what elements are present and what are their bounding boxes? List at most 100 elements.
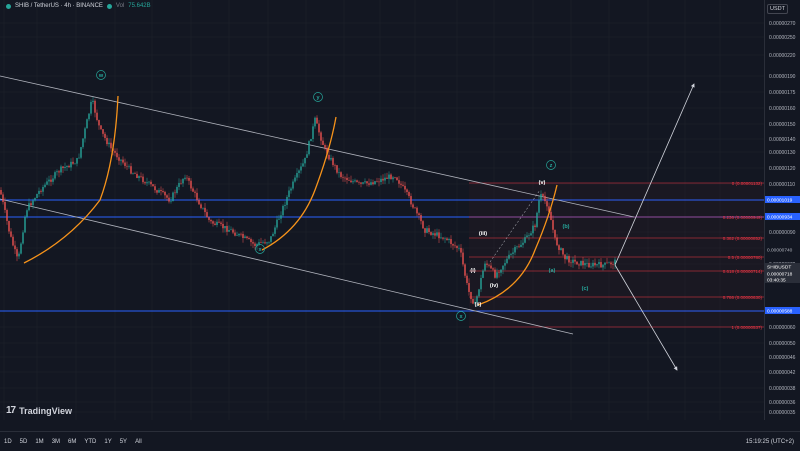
- candle-body: [470, 291, 472, 300]
- bottom-toolbar: 1D 5D 1M 3M 6M YTD 1Y 5Y All 15:19:25 (U…: [0, 431, 800, 451]
- price-tag: 0.00000718: [767, 272, 793, 278]
- candle-body: [34, 198, 36, 201]
- candle-body: [530, 233, 532, 236]
- price-axis[interactable]: 0.00000270 0.00000250 0.00000220 0.00000190…: [764, 0, 800, 420]
- candle-body: [200, 204, 202, 209]
- candle-body: [130, 166, 132, 174]
- timeframe-1y-button[interactable]: 1Y: [104, 438, 112, 445]
- timeframe-1d-button[interactable]: 1D: [4, 438, 12, 445]
- candle-body: [446, 238, 448, 241]
- candle-body: [272, 233, 274, 237]
- candle-body: [340, 172, 342, 178]
- candle-body: [528, 235, 530, 237]
- candle-body: [370, 182, 372, 185]
- fib-level-label: 0.5 (0.00000780): [728, 255, 763, 260]
- wave-label: (i): [470, 268, 475, 274]
- candle-body: [136, 173, 138, 179]
- candle-body: [368, 183, 370, 185]
- candle-body: [114, 150, 116, 153]
- orange-curve: [261, 116, 337, 251]
- candle-body: [102, 129, 104, 134]
- candle-body: [74, 163, 76, 165]
- candle-body: [60, 166, 62, 173]
- candle-body: [408, 192, 410, 197]
- candle-body: [260, 242, 262, 243]
- price-tick-label: 0.00000050: [769, 341, 796, 347]
- candle-body: [360, 182, 362, 184]
- candle-body: [4, 201, 6, 210]
- candle-body: [18, 253, 20, 257]
- timeframe-5d-button[interactable]: 5D: [19, 438, 28, 445]
- candle-body: [440, 237, 442, 239]
- price-tick-label: 0.00000130: [769, 150, 796, 156]
- candle-body: [476, 296, 478, 303]
- candle-body: [532, 225, 534, 234]
- candle-body: [554, 229, 556, 238]
- currency-button[interactable]: USDT: [767, 4, 788, 14]
- price-tag: 0.00000740: [767, 248, 793, 254]
- timeframe-1m-button[interactable]: 1M: [35, 438, 44, 445]
- clock-display[interactable]: 15:19:25 (UTC+2): [745, 438, 794, 445]
- candle-body: [116, 152, 118, 158]
- candle-body: [374, 181, 376, 185]
- candle-body: [192, 188, 194, 192]
- candle-body: [352, 181, 354, 183]
- price-tag-bg: [765, 196, 800, 203]
- candle-body: [26, 210, 28, 217]
- price-tag: 0.00001019: [767, 198, 793, 204]
- price-tag-bg: [765, 213, 800, 220]
- candle-body: [226, 226, 228, 232]
- candle-body: [216, 221, 218, 225]
- candle-body: [604, 262, 606, 265]
- candle-body: [204, 207, 206, 213]
- candle-body: [194, 191, 196, 193]
- price-tick-label: 0.00000250: [769, 35, 796, 41]
- candle-body: [176, 186, 178, 194]
- price-tag-bg: [765, 307, 800, 314]
- candle-body: [16, 249, 18, 257]
- candle-body: [592, 262, 594, 267]
- candle-body: [612, 264, 614, 265]
- candle-body: [182, 178, 184, 184]
- candle-body: [126, 165, 128, 167]
- candle-body: [206, 212, 208, 218]
- tradingview-logo[interactable]: 17 TradingView: [6, 405, 72, 416]
- candle-body: [378, 181, 380, 183]
- candle-body: [236, 235, 238, 236]
- candle-body: [280, 215, 282, 219]
- channel-lower-line: [0, 198, 574, 335]
- candle-body: [250, 239, 252, 243]
- timeframe-6m-button[interactable]: 6M: [68, 438, 77, 445]
- price-tick-label: 0.00000038: [769, 386, 796, 392]
- candle-body: [546, 201, 548, 207]
- price-chart[interactable]: 0 (0.00001132) 0.236 (0.00000949) 0.382 (0…: [0, 0, 764, 429]
- candle-body: [562, 248, 564, 255]
- symbol-title[interactable]: SHIB / TetherUS · 4h · BINANCE: [15, 3, 103, 9]
- candle-body: [50, 179, 52, 182]
- chart-area[interactable]: 0 (0.00001132) 0.236 (0.00000949) 0.382 (0…: [0, 0, 764, 429]
- candle-body: [242, 233, 244, 238]
- timeframe-ytd-button[interactable]: YTD: [84, 438, 97, 445]
- candle-body: [568, 256, 570, 263]
- price-tick-label: 0.00000042: [769, 370, 796, 376]
- channel-upper-line: [0, 75, 635, 218]
- candle-body: [288, 190, 290, 197]
- wave-label: x: [459, 314, 463, 320]
- candle-body: [262, 242, 264, 243]
- logo-text: TradingView: [19, 405, 72, 416]
- candle-body: [156, 190, 158, 193]
- candle-body: [2, 194, 4, 202]
- timeframe-3m-button[interactable]: 3M: [51, 438, 61, 445]
- candle-body: [40, 190, 42, 192]
- candle-body: [246, 236, 248, 239]
- candle-body: [610, 262, 612, 265]
- candle-body: [484, 263, 486, 271]
- candle-body: [278, 218, 280, 220]
- timeframe-5y-button[interactable]: 5Y: [119, 438, 128, 445]
- candle-body: [566, 256, 568, 260]
- timeframe-all-button[interactable]: All: [135, 438, 142, 445]
- price-tag: 0.00000588: [767, 309, 793, 315]
- candle-body: [564, 254, 566, 260]
- candle-body: [92, 100, 94, 102]
- candle-body: [154, 186, 156, 191]
